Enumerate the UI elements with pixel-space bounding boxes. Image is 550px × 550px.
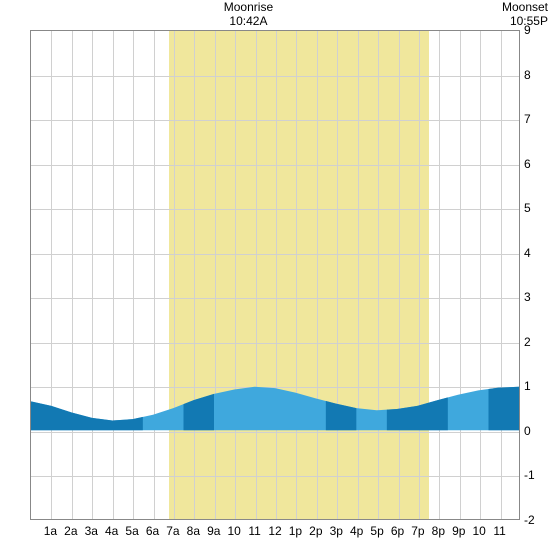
tide-chart: Moonrise 10:42A Moonset 10:55P -2-101234… xyxy=(0,0,550,550)
y-tick-label: -2 xyxy=(524,513,535,527)
x-tick-label: 11 xyxy=(493,524,505,538)
x-tick-label: 5a xyxy=(125,524,138,538)
x-tick-label: 11 xyxy=(248,524,260,538)
moonset-time: 10:55P xyxy=(488,14,548,28)
x-tick-label: 10 xyxy=(472,524,485,538)
x-tick-label: 8p xyxy=(432,524,445,538)
y-tick-label: -1 xyxy=(524,468,535,482)
moonrise-label: Moonrise 10:42A xyxy=(218,0,278,29)
x-tick-label: 7a xyxy=(166,524,179,538)
x-tick-label: 5p xyxy=(370,524,383,538)
x-tick-label: 4p xyxy=(350,524,363,538)
x-tick-label: 12 xyxy=(268,524,281,538)
plot-area xyxy=(30,30,520,520)
moonrise-time: 10:42A xyxy=(218,14,278,28)
x-tick-label: 1a xyxy=(44,524,57,538)
x-tick-label: 8a xyxy=(187,524,200,538)
moonset-label: Moonset 10:55P xyxy=(488,0,548,29)
x-tick-label: 9a xyxy=(207,524,220,538)
x-tick-label: 10 xyxy=(227,524,240,538)
y-tick-label: 7 xyxy=(524,112,531,126)
y-tick-label: 0 xyxy=(524,424,531,438)
y-tick-label: 8 xyxy=(524,68,531,82)
y-tick-label: 9 xyxy=(524,23,531,37)
y-tick-label: 5 xyxy=(524,201,531,215)
y-tick-label: 3 xyxy=(524,290,531,304)
x-tick-label: 3a xyxy=(85,524,98,538)
moonset-title: Moonset xyxy=(488,0,548,14)
y-tick-label: 2 xyxy=(524,335,531,349)
x-tick-label: 6p xyxy=(391,524,404,538)
moonrise-title: Moonrise xyxy=(218,0,278,14)
x-tick-label: 7p xyxy=(411,524,424,538)
x-tick-label: 3p xyxy=(330,524,343,538)
y-tick-label: 4 xyxy=(524,246,531,260)
x-tick-label: 1p xyxy=(289,524,302,538)
x-tick-label: 2a xyxy=(64,524,77,538)
y-tick-label: 1 xyxy=(524,379,531,393)
x-tick-label: 2p xyxy=(309,524,322,538)
x-tick-label: 9p xyxy=(452,524,465,538)
x-tick-label: 6a xyxy=(146,524,159,538)
y-tick-label: 6 xyxy=(524,157,531,171)
tide-area xyxy=(31,31,519,519)
x-tick-label: 4a xyxy=(105,524,118,538)
